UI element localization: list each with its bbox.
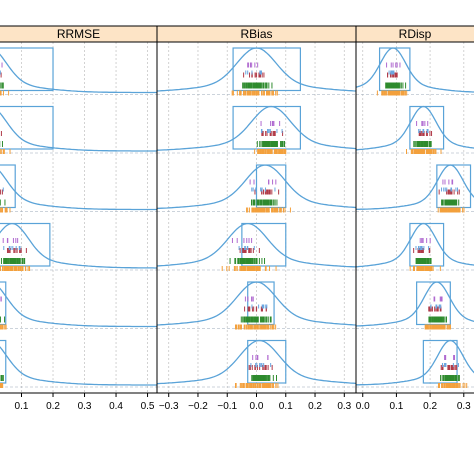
iqr-box [422,339,458,384]
density-curve [355,47,474,93]
panel-title: RBias [240,27,272,41]
iqr-box [0,281,7,326]
tick-label: 0.5 [141,401,155,412]
panel-frame-0 [0,41,158,394]
density-layer [0,47,474,386]
tick-label: 0.0 [250,401,264,412]
density-curve [0,287,157,328]
iqr-box [0,339,7,384]
tick-label: −0.1 [217,401,237,412]
iqr-box [0,47,54,92]
density-curve [156,281,357,326]
density-curve [355,281,474,327]
density-curve [0,346,157,386]
density-curve [356,339,474,386]
density-curve [355,105,474,151]
tick-label: 0.3 [457,401,471,412]
tick-label: 0.0 [356,401,370,412]
tick-label: 0.1 [389,401,403,412]
box-layer [0,47,472,384]
density-curve [0,53,157,94]
iqr-box [0,105,54,150]
tick-label: 0.1 [279,401,293,412]
rug-layer [0,62,468,388]
tick-label: 0.2 [308,401,322,412]
tick-label: −0.2 [188,401,208,412]
tick-label: 0.4 [109,401,123,412]
panel-title: RDisp [399,27,432,41]
panel-title: RRMSE [57,27,100,41]
density-curve [156,105,357,151]
tick-layer: 0.1 0.2 0.3 0.4 0.5 −0.3 −0.2 −0.1 0.0 0.1 0.2 0.3 0… [15,393,471,412]
density-curve [0,222,157,269]
density-curve [0,112,157,152]
tick-label: 0.3 [78,401,92,412]
tick-label: 0.3 [337,401,351,412]
strip-layer: RRMSE RBias RDisp [0,25,474,43]
density-curve [156,222,357,268]
tick-label: 0.2 [423,401,437,412]
tick-label: 0.1 [15,401,29,412]
density-curve [156,47,357,92]
density-curve [156,339,357,385]
density-curve [0,170,157,211]
density-curve [356,164,474,210]
iqr-box [0,164,16,209]
strip-2 [355,25,474,43]
density-curve [156,164,357,210]
iqr-box [241,222,287,267]
tick-label: 0.2 [46,401,60,412]
density-curve [355,222,474,268]
tick-label: −0.3 [159,401,179,412]
